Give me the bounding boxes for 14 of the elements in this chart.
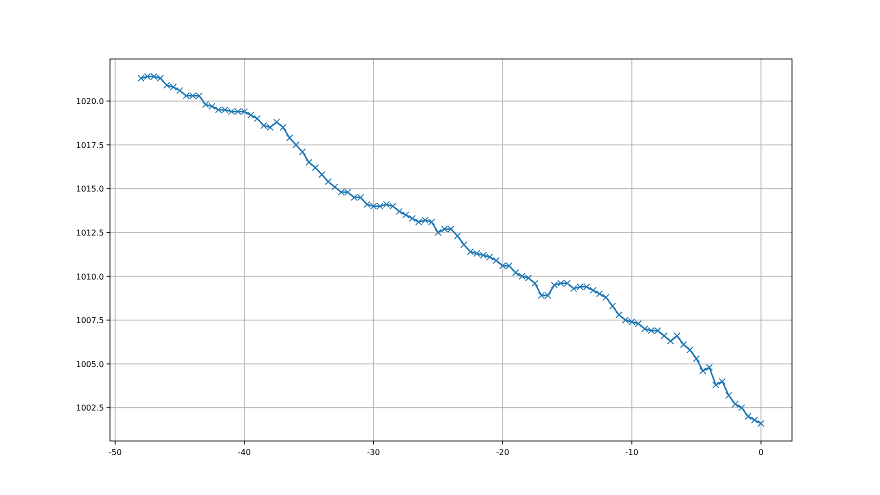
y-tick-label: 1015.0 xyxy=(76,184,104,194)
x-tick-label: 0 xyxy=(758,448,764,457)
y-tick-label: 1007.5 xyxy=(76,316,104,326)
x-tick-label: -30 xyxy=(366,448,380,457)
y-tick-label: 1020.0 xyxy=(76,97,104,106)
x-tick-label: -50 xyxy=(108,448,122,457)
y-tick-label: 1002.5 xyxy=(76,404,104,413)
y-tick-label: 1017.5 xyxy=(76,140,104,150)
y-tick-label: 1005.0 xyxy=(76,360,104,369)
y-tick-label: 1012.5 xyxy=(76,228,104,238)
y-tick-label: 1010.0 xyxy=(76,272,104,282)
x-tick-label: -40 xyxy=(238,448,251,457)
x-tick-label: -10 xyxy=(625,448,638,457)
x-tick-label: -20 xyxy=(496,448,510,457)
